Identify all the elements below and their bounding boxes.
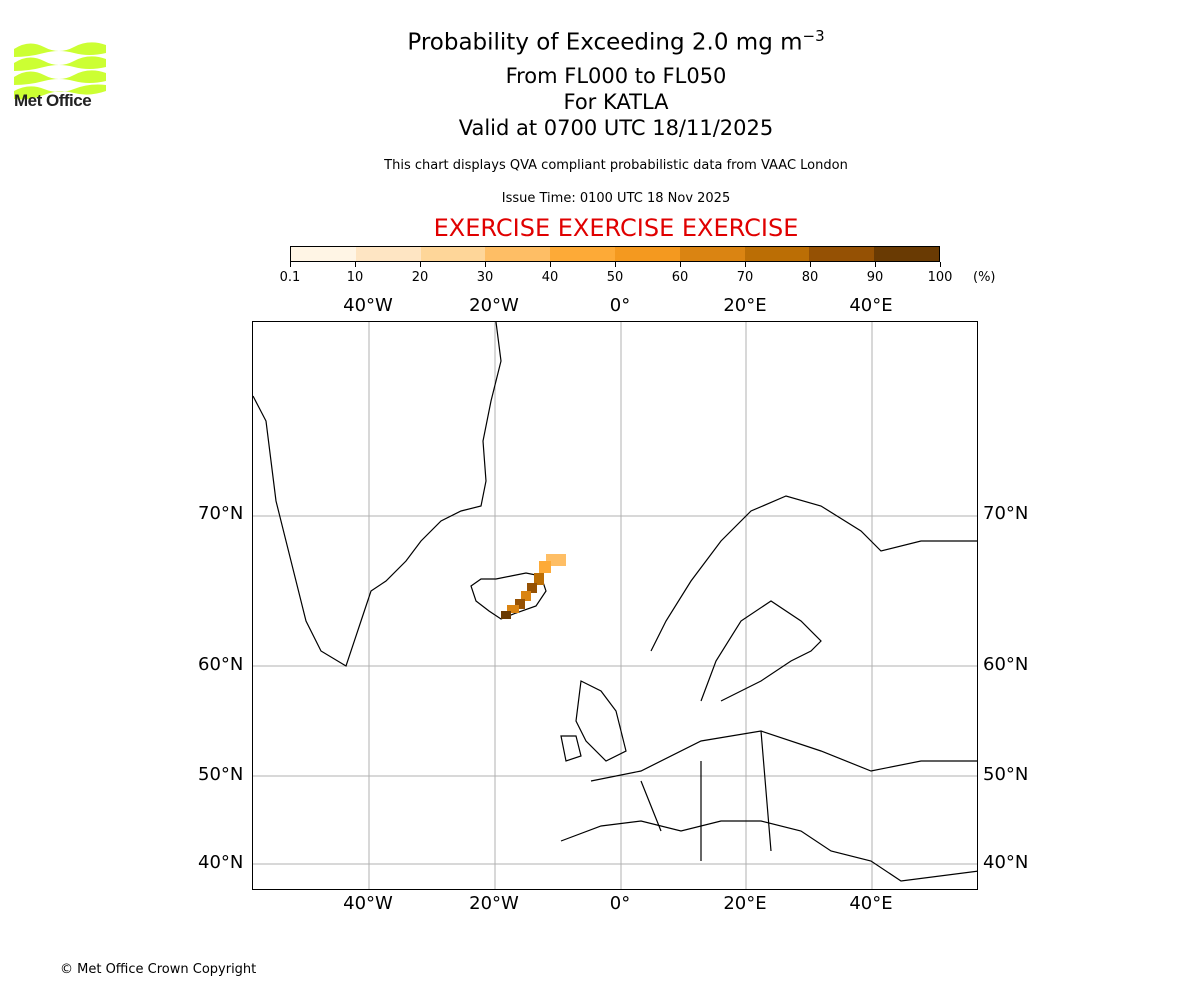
colorbar-tick — [745, 262, 746, 267]
colorbar-tick-label: 40 — [541, 270, 559, 285]
latitude-label: 70°N — [198, 503, 244, 524]
flight-level-range: From FL000 to FL050 — [505, 64, 727, 88]
colorbar-tick — [355, 262, 356, 267]
longitude-label: 40°W — [343, 295, 393, 316]
exercise-banner: EXERCISE EXERCISE EXERCISE — [433, 214, 799, 242]
issue-time: Issue Time: 0100 UTC 18 Nov 2025 — [501, 191, 731, 206]
colorbar-tick — [940, 262, 941, 267]
colorbar-tick-label: 100 — [927, 270, 953, 285]
colorbar-tick-label: 60 — [671, 270, 689, 285]
colorbar-tick — [485, 262, 486, 267]
colorbar-tick — [810, 262, 811, 267]
longitude-label: 0° — [609, 295, 631, 316]
colorbar-tick-label: 50 — [606, 270, 624, 285]
colorbar-tick-label: 70 — [736, 270, 754, 285]
volcano-name: For KATLA — [563, 90, 669, 114]
latitude-label: 40°N — [198, 852, 244, 873]
longitude-label: 20°W — [469, 893, 519, 914]
colorbar-tick — [550, 262, 551, 267]
longitude-label: 40°W — [343, 893, 393, 914]
longitude-label: 20°E — [723, 295, 767, 316]
colorbar — [290, 246, 940, 262]
copyright: © Met Office Crown Copyright — [60, 962, 257, 977]
colorbar-tick-label: 80 — [801, 270, 819, 285]
longitude-label: 20°E — [723, 893, 767, 914]
colorbar-tick-label: 30 — [476, 270, 494, 285]
longitude-label: 0° — [609, 893, 631, 914]
valid-time: Valid at 0700 UTC 18/11/2025 — [458, 116, 774, 140]
colorbar-tick — [875, 262, 876, 267]
colorbar-tick — [680, 262, 681, 267]
colorbar-tick-label: 90 — [866, 270, 884, 285]
colorbar-unit: (%) — [973, 270, 996, 285]
longitude-label: 40°E — [849, 893, 893, 914]
met-office-logo-text: Met Office — [14, 91, 92, 110]
colorbar-tick-label: 10 — [346, 270, 364, 285]
subtitle: This chart displays QVA compliant probab… — [384, 158, 848, 173]
met-office-logo-icon — [14, 42, 106, 100]
colorbar-tick-label: 20 — [411, 270, 429, 285]
latitude-label: 60°N — [983, 654, 1029, 675]
longitude-label: 40°E — [849, 295, 893, 316]
chart-title: Probability of Exceeding 2.0 mg m−3 — [407, 27, 825, 56]
latitude-label: 50°N — [198, 764, 244, 785]
latitude-label: 40°N — [983, 852, 1029, 873]
map-panel — [252, 321, 978, 890]
latitude-label: 50°N — [983, 764, 1029, 785]
ash-plume — [501, 554, 566, 619]
map-outline — [253, 322, 977, 889]
longitude-label: 20°W — [469, 295, 519, 316]
colorbar-tick — [420, 262, 421, 267]
colorbar-tick — [290, 262, 291, 267]
latitude-label: 60°N — [198, 654, 244, 675]
colorbar-tick-label: 0.1 — [279, 270, 301, 285]
colorbar-tick — [615, 262, 616, 267]
latitude-label: 70°N — [983, 503, 1029, 524]
